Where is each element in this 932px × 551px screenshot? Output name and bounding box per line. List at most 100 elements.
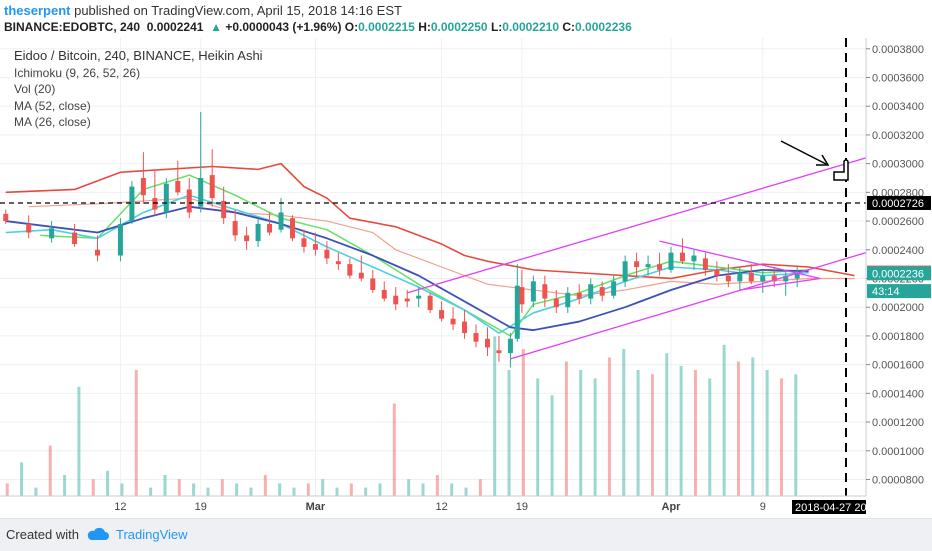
candle-body (416, 295, 422, 299)
candle-body (588, 284, 594, 299)
open-label: O: (344, 20, 359, 34)
triangle-top-line (659, 240, 821, 280)
price-chart[interactable]: 0.0000800 0.0001000 0.0001200 0.0001400 0.00… (0, 38, 932, 520)
close-label: C: (562, 20, 576, 34)
candle-body (553, 298, 559, 308)
time-tick-label: 9 (760, 501, 766, 513)
ichimoku-tenkan (40, 174, 809, 337)
candle-body (3, 213, 9, 222)
ma52-line (5, 205, 809, 332)
author-link[interactable]: theserpent (4, 3, 71, 18)
candle-body (576, 292, 582, 299)
date-tag-label: 2018-04-27 20 (795, 502, 867, 514)
volume-bar (134, 370, 138, 496)
candle-body (393, 295, 399, 305)
candle-body (737, 272, 743, 282)
volume-bar (48, 445, 52, 496)
channel-lower-line (510, 252, 867, 360)
volume-bar (278, 483, 282, 496)
volume-bar (263, 475, 267, 496)
candle-body (301, 238, 307, 247)
candles (3, 111, 800, 368)
volume-bar (321, 479, 325, 496)
symbol-label: BINANCE:EDOBTC, 240 (4, 20, 141, 34)
volume-bar (349, 483, 353, 496)
volume-bar (607, 357, 611, 496)
ichimoku-span-a (5, 162, 855, 280)
candle-body (347, 264, 353, 276)
candle-body (49, 228, 55, 239)
candle-body (691, 255, 697, 262)
legend-ichimoku[interactable]: Ichimoku (9, 26, 52, 26) (14, 65, 141, 80)
candle-body (140, 177, 146, 196)
candle-body (783, 275, 789, 282)
channel-upper-line (407, 157, 867, 294)
candle-body (370, 278, 376, 290)
annotation-arrow (780, 140, 827, 165)
volume-bar (665, 353, 669, 496)
volume-bar (292, 487, 296, 496)
tradingview-link[interactable]: TradingView (116, 527, 188, 542)
price-tick-label: 0.0003600 (872, 72, 924, 84)
volume-bar (751, 357, 755, 496)
candle-body (473, 333, 479, 342)
volume-bar (536, 378, 540, 496)
volume-bar (521, 349, 525, 496)
volume-bar (550, 395, 554, 496)
candle-body (645, 264, 651, 267)
volume-bar (249, 487, 253, 496)
legend-ma52[interactable]: MA (52, close) (14, 98, 91, 113)
candle-body (404, 298, 410, 302)
volume-bar (407, 479, 411, 496)
candle-body (381, 289, 387, 299)
candle-body (599, 287, 605, 296)
price-tag-box (867, 284, 931, 299)
candle-body (702, 258, 708, 270)
volume-bar (708, 378, 712, 496)
time-tick-label: Mar (306, 501, 326, 513)
candle-body (278, 212, 284, 230)
legend-volume[interactable]: Vol (20) (14, 82, 56, 96)
low-label: L: (490, 20, 503, 34)
volume-bar (235, 483, 239, 496)
volume-bar (77, 386, 81, 496)
volume-bar (765, 370, 769, 496)
volume-bar (464, 487, 468, 496)
candle-body (794, 272, 800, 279)
price-axis[interactable]: 0.0000800 0.0001000 0.0001200 0.0001400 0.00… (865, 38, 924, 496)
price-tag-label: 0.0002726 (872, 198, 924, 210)
candle-body (668, 252, 674, 270)
published-text: published on TradingView.com, April 15, … (74, 3, 402, 18)
hand-pointer-icon (833, 159, 849, 181)
annotation-arrow-head (816, 154, 830, 166)
candle-body (657, 264, 663, 270)
price-tick-label: 0.0001200 (872, 417, 924, 429)
time-axis[interactable]: 12 19 Mar 12 19 Apr 9 (0, 495, 866, 513)
candle-body (427, 295, 433, 311)
price-tag-label: 0.0002236 (872, 268, 924, 280)
candle-body (209, 175, 215, 199)
volume-bar (493, 336, 497, 496)
volume-bar (564, 361, 568, 496)
volume-bar (364, 487, 368, 496)
candle-body (634, 261, 640, 267)
high-label: H: (418, 20, 431, 34)
triangle-bottom-line (739, 277, 821, 291)
volume-bar (220, 479, 224, 496)
candle-body (26, 223, 32, 233)
price-tags: 0.00027260.00022410.000223643:142018-04-… (792, 195, 931, 514)
volume-bar (693, 370, 697, 496)
time-tick-label: 12 (435, 501, 447, 513)
chart-legend: Eidoo / Bitcoin, 240, BINANCE, Heikin As… (14, 48, 263, 131)
candle-body (152, 198, 158, 210)
legend-ma26[interactable]: MA (26, close) (14, 115, 91, 129)
candle-body (450, 318, 456, 325)
created-with-text: Created with (6, 527, 79, 542)
volume-bar (120, 483, 124, 496)
candle-body (530, 281, 536, 302)
volume-bar (421, 483, 425, 496)
change-value: +0.0000043 (+1.96%) (225, 20, 342, 34)
candle-body (484, 338, 490, 348)
candle-body (221, 200, 227, 219)
price-tick-label: 0.0000800 (872, 474, 924, 486)
